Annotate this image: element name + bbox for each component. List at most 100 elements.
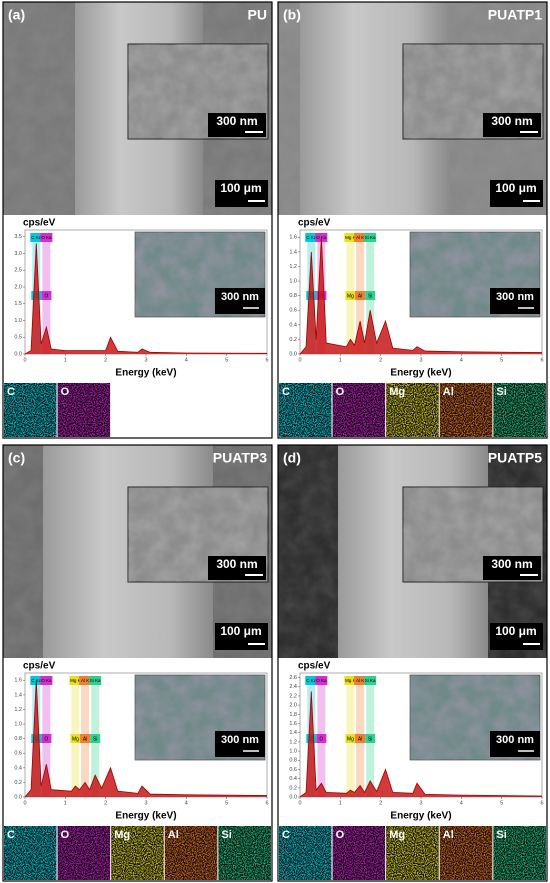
panel-border: [277, 444, 548, 882]
element-map-label: O: [61, 386, 70, 398]
element-map-label: O: [61, 829, 70, 841]
element-tag: [305, 676, 318, 685]
element-map-label: C: [282, 386, 290, 398]
element-tag-label: Mg K: [70, 678, 81, 683]
x-tick-label: 1: [339, 357, 342, 363]
y-tick-label: 2.2: [289, 693, 297, 699]
y-tick-label: 0.6: [289, 767, 297, 773]
y-tick-label: 0.4: [289, 322, 297, 328]
element-tag-short: O: [319, 736, 323, 742]
x-tick-label: 2: [104, 357, 107, 363]
element-tag-short: Al: [358, 736, 362, 742]
element-tag-label: C Ka: [306, 678, 317, 683]
element-map-signal: [218, 826, 271, 880]
scale-box: [490, 288, 540, 314]
element-map-signal: [4, 383, 57, 437]
element-tag-short: Si: [368, 736, 372, 742]
y-tick-label: 1.6: [289, 721, 297, 727]
element-tag: [365, 734, 376, 743]
x-tick-label: 2: [104, 800, 107, 806]
y-tick-label: 2.0: [289, 703, 297, 709]
element-tag-label: O Ka: [41, 678, 52, 683]
x-tick-label: 1: [64, 800, 67, 806]
map-scale-label: 300 nm: [221, 291, 259, 303]
y-tick-label: 1.2: [289, 264, 297, 270]
element-map-signal: [111, 826, 164, 880]
spectrum-fill: [25, 680, 267, 797]
y-tick-label: 2.4: [289, 684, 297, 690]
y-tick-label: 1.8: [289, 712, 297, 718]
x-tick-label: 5: [225, 357, 228, 363]
element-map-signal: [279, 826, 332, 880]
element-tag-short: Mg: [72, 736, 79, 742]
element-map-label: C: [7, 386, 15, 398]
element-tag-short: O: [44, 736, 48, 742]
y-tick-label: 1.4: [289, 249, 297, 255]
element-map-label: O: [336, 386, 345, 398]
x-tick-label: 6: [265, 357, 268, 363]
element-map-label: Al: [443, 386, 454, 398]
y-tick-label: 1.6: [289, 235, 297, 241]
scale-box: [490, 731, 540, 757]
element-map-signal: [57, 826, 111, 880]
y-tick-label: 1.0: [289, 749, 297, 755]
x-tick-label: 3: [144, 800, 147, 806]
element-map-label: Mg: [114, 829, 130, 841]
element-map-signal: [332, 826, 386, 880]
inset-scale-label: 300 nm: [491, 557, 532, 571]
element-tag: [40, 233, 53, 242]
scale-label: 100 μm: [495, 624, 536, 638]
element-tag-label: Mg K: [345, 678, 356, 683]
element-map-label: Mg: [389, 386, 405, 398]
element-map-signal: [57, 383, 111, 437]
element-tag: [315, 676, 328, 685]
element-tag: [345, 291, 356, 300]
x-tick-label: 4: [185, 800, 188, 806]
element-map-signal: [332, 383, 386, 437]
element-map-signal: [493, 826, 546, 880]
y-tick-label: 0.0: [289, 351, 297, 357]
panel-label: (d): [283, 450, 301, 466]
element-tag: [364, 676, 377, 685]
element-map-label: C: [282, 829, 290, 841]
element-tag-label: Al K: [356, 235, 364, 240]
element-tag: [365, 291, 376, 300]
y-tick-label: 1.2: [289, 739, 297, 745]
element-tag-label: C Ka: [31, 235, 42, 240]
element-map-label: Mg: [389, 829, 405, 841]
x-tick-label: 3: [419, 800, 422, 806]
x-tick-label: 4: [185, 357, 188, 363]
panel-title: PUATP3: [213, 450, 267, 466]
x-tick-label: 0: [298, 800, 301, 806]
x-axis-label: Energy (keV): [115, 811, 176, 822]
element-tag: [354, 233, 367, 242]
inset-scale-label: 300 nm: [216, 114, 257, 128]
panel-title: PU: [248, 7, 267, 23]
y-tick-label: 0.2: [14, 780, 22, 786]
y-tick-label: 1.5: [14, 301, 22, 307]
scale-box: [215, 288, 265, 314]
panel-label: (a): [8, 7, 25, 23]
x-axis-label: Energy (keV): [390, 368, 451, 379]
element-map-label: O: [336, 829, 345, 841]
element-tag: [80, 734, 91, 743]
element-tag-short: Si: [93, 736, 97, 742]
x-tick-label: 4: [460, 800, 463, 806]
y-tick-label: 3.5: [14, 234, 22, 240]
spectrum-fill: [25, 243, 267, 354]
element-tag: [90, 734, 101, 743]
y-axis-label: cps/eV: [298, 218, 331, 229]
panel-label: (c): [8, 450, 25, 466]
y-tick-label: 0.4: [14, 765, 22, 771]
y-tick-label: 1.2: [14, 707, 22, 713]
scale-label: 100 μm: [495, 181, 536, 195]
element-tag-label: Al K: [356, 678, 364, 683]
element-map-signal: [439, 383, 493, 437]
scale-label: 100 μm: [220, 624, 261, 638]
y-tick-label: 0.2: [289, 337, 297, 343]
element-tag-short: O: [44, 293, 48, 299]
map-scale-label: 300 nm: [496, 291, 534, 303]
y-tick-label: 0.8: [289, 293, 297, 299]
x-tick-label: 3: [144, 357, 147, 363]
